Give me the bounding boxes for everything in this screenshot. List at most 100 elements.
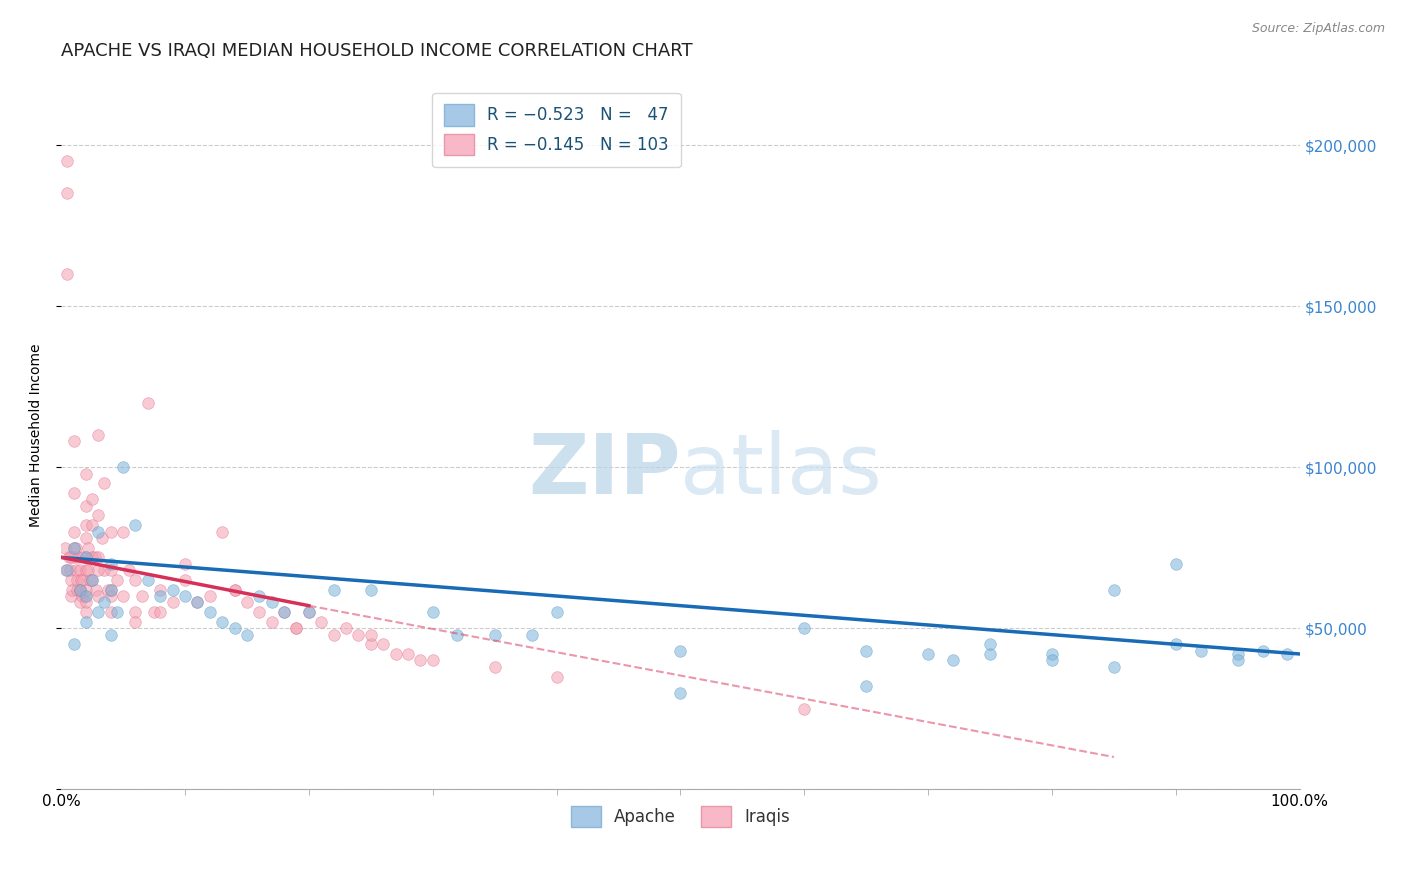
Point xyxy=(1226,647,1249,661)
Point xyxy=(69,563,91,577)
Point xyxy=(136,573,159,587)
Point xyxy=(73,589,96,603)
Point xyxy=(72,573,94,587)
Point xyxy=(273,605,295,619)
Point xyxy=(100,563,122,577)
Point xyxy=(422,653,444,667)
Point xyxy=(91,531,114,545)
Point xyxy=(1164,557,1187,571)
Point xyxy=(80,550,103,565)
Point xyxy=(100,557,122,571)
Point xyxy=(87,524,110,539)
Point xyxy=(62,637,84,651)
Point xyxy=(53,541,76,555)
Point xyxy=(1277,647,1299,661)
Point xyxy=(84,582,107,597)
Point xyxy=(65,563,87,577)
Point xyxy=(87,428,110,442)
Point xyxy=(55,563,77,577)
Point xyxy=(1164,637,1187,651)
Point xyxy=(793,702,815,716)
Point xyxy=(66,582,89,597)
Y-axis label: Median Household Income: Median Household Income xyxy=(30,343,44,527)
Point xyxy=(69,582,91,597)
Point xyxy=(75,615,97,629)
Point xyxy=(93,595,115,609)
Point xyxy=(409,653,432,667)
Text: atlas: atlas xyxy=(681,430,882,511)
Legend: Apache, Iraqis: Apache, Iraqis xyxy=(564,799,797,834)
Point xyxy=(75,595,97,609)
Point xyxy=(211,615,233,629)
Point xyxy=(285,621,308,635)
Point xyxy=(174,573,197,587)
Point xyxy=(546,605,568,619)
Point xyxy=(100,605,122,619)
Point xyxy=(75,518,97,533)
Point xyxy=(855,679,877,693)
Point xyxy=(105,573,128,587)
Point xyxy=(124,615,146,629)
Point xyxy=(62,541,84,555)
Point xyxy=(69,595,91,609)
Point xyxy=(1251,644,1274,658)
Point xyxy=(93,476,115,491)
Point xyxy=(1102,660,1125,674)
Point xyxy=(520,627,543,641)
Point xyxy=(124,518,146,533)
Point xyxy=(247,605,270,619)
Point xyxy=(75,467,97,481)
Point xyxy=(149,589,172,603)
Point xyxy=(100,627,122,641)
Point xyxy=(80,573,103,587)
Point xyxy=(309,615,332,629)
Point xyxy=(87,605,110,619)
Point xyxy=(273,605,295,619)
Point xyxy=(60,573,83,587)
Point xyxy=(360,582,382,597)
Point xyxy=(100,589,122,603)
Point xyxy=(60,550,83,565)
Point xyxy=(112,460,135,475)
Point xyxy=(149,605,172,619)
Point xyxy=(422,605,444,619)
Point xyxy=(247,589,270,603)
Point xyxy=(484,660,506,674)
Point xyxy=(62,541,84,555)
Point xyxy=(75,499,97,513)
Point xyxy=(87,563,110,577)
Point xyxy=(97,582,120,597)
Point xyxy=(124,573,146,587)
Point xyxy=(224,582,246,597)
Point xyxy=(322,627,344,641)
Point xyxy=(62,550,84,565)
Point xyxy=(162,595,184,609)
Point xyxy=(60,589,83,603)
Point xyxy=(70,573,93,587)
Point xyxy=(186,595,208,609)
Point xyxy=(211,524,233,539)
Point xyxy=(112,524,135,539)
Point xyxy=(162,582,184,597)
Point xyxy=(93,563,115,577)
Point xyxy=(446,627,468,641)
Point xyxy=(112,589,135,603)
Point xyxy=(224,582,246,597)
Point xyxy=(1040,647,1063,661)
Point xyxy=(1189,644,1212,658)
Point xyxy=(373,637,395,651)
Point xyxy=(174,557,197,571)
Point xyxy=(484,627,506,641)
Point xyxy=(105,605,128,619)
Point xyxy=(67,550,90,565)
Point xyxy=(335,621,357,635)
Point xyxy=(87,550,110,565)
Point xyxy=(75,563,97,577)
Point xyxy=(75,605,97,619)
Point xyxy=(58,550,80,565)
Point xyxy=(124,605,146,619)
Point xyxy=(979,637,1001,651)
Point xyxy=(80,518,103,533)
Point xyxy=(60,582,83,597)
Point xyxy=(669,644,692,658)
